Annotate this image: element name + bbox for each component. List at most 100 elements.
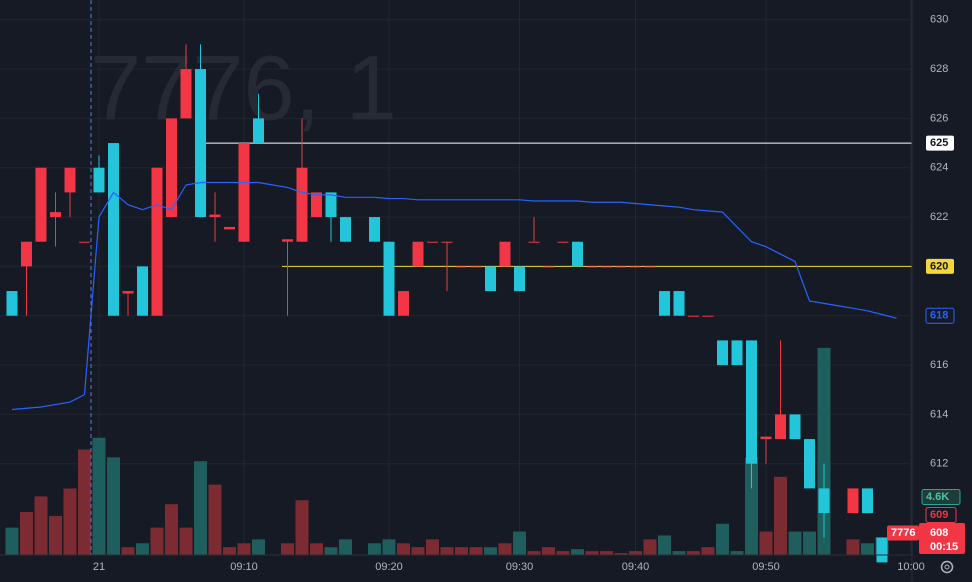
x-tick-label: 09:30 [506,561,534,573]
y-tick-label: 626 [930,112,948,124]
x-tick-label: 09:10 [230,561,258,573]
volume-bar [774,476,787,555]
price-line-label-text: 625 [930,137,948,149]
candle-body [35,167,47,242]
candle-body [746,340,757,464]
candle-body [6,291,18,316]
volume-bar [295,500,309,555]
candle-body [209,214,221,218]
y-tick-label: 628 [930,63,948,75]
y-tick-label: 624 [930,162,948,174]
volume-bar [542,547,555,555]
volume-label-bg [921,489,961,505]
candle-body [586,266,598,268]
candle-body [253,118,264,144]
x-tick-label: 09:50 [752,561,780,573]
volume-bar [513,531,526,555]
candle-body [50,212,61,218]
candle-body [398,291,409,316]
candle-body [485,266,496,292]
candle-body [64,167,76,193]
ma-label-text: 618 [930,310,948,322]
volume-bar [614,553,628,555]
volume-bar [716,523,729,555]
candle-body [499,241,511,267]
volume-bar [179,527,193,555]
candle-body [731,340,743,366]
volume-label: 4.6K [921,489,961,505]
x-tick-label: 21 [93,561,105,573]
volume-bar [397,543,410,555]
volume-bar [411,547,425,555]
candle-body [21,241,32,267]
x-tick-label: 09:40 [622,561,650,573]
volume-bar [455,547,468,555]
candle-body [673,291,685,316]
price-marker: 609 [925,507,957,523]
volume-bar [585,551,599,555]
settings-icon[interactable] [944,564,950,570]
watermark: 7776, 1 [90,37,397,139]
candle-body [224,226,235,230]
settings-icon[interactable] [940,560,954,574]
volume-bar [136,543,149,555]
candle-body [659,291,670,316]
volume-bar [658,535,671,555]
volume-bar [63,488,77,555]
y-tick-label: 630 [930,14,948,26]
volume-bar [745,457,758,555]
volume-bar [672,551,686,555]
candle-body [470,266,482,268]
candle-body [369,217,380,242]
volume-bar [701,547,715,555]
price-marker-text: 609 [930,509,948,521]
volume-bar [382,539,396,555]
volume-bar [223,547,236,555]
volume-bar [34,496,48,555]
volume-bar [165,504,178,555]
candle-body [644,266,656,268]
volume-bar [150,527,164,555]
volume-bar [643,539,657,555]
candle-body [789,414,801,440]
candle-body [818,488,830,514]
volume-bar [803,531,816,555]
axis: 612 614 616 618 620 622 624 626 628 630 21 09:10 09:… [93,14,965,573]
moving-average [11,181,897,411]
candle-body [630,266,641,268]
settings-button[interactable] [940,560,954,574]
volume-bar [469,547,483,555]
volume-bar [78,449,91,555]
candle-body [427,241,438,243]
candle-body [543,266,554,268]
candle-body [412,241,424,267]
candle-body [195,69,206,218]
ma-label: 618 [925,307,955,324]
volume-bar [49,515,62,555]
volume-bar [788,531,802,555]
candle-body [601,266,612,268]
candle-body [557,241,569,243]
volume-bar [121,547,135,555]
volume-bar [846,539,860,555]
symbol-label-bg [887,525,919,541]
volume-label-text: 4.6K [926,491,949,503]
volume-bar [339,539,352,555]
candle-body [702,315,714,317]
candle-body [340,217,351,242]
candle-body [122,291,134,294]
y-tick-label: 616 [930,359,948,371]
volume-bar [324,547,338,555]
candle-body [238,143,250,242]
candle-body [325,192,337,218]
last-price: 608 [930,527,948,539]
volume-bar [426,539,439,555]
volume-bar [208,484,222,555]
candle-body [180,69,192,119]
x-tick-label: 09:20 [375,561,403,573]
candle-body [572,241,583,267]
volume-bar [571,549,584,555]
last-price-bg [919,523,965,554]
candle-body [688,315,699,317]
